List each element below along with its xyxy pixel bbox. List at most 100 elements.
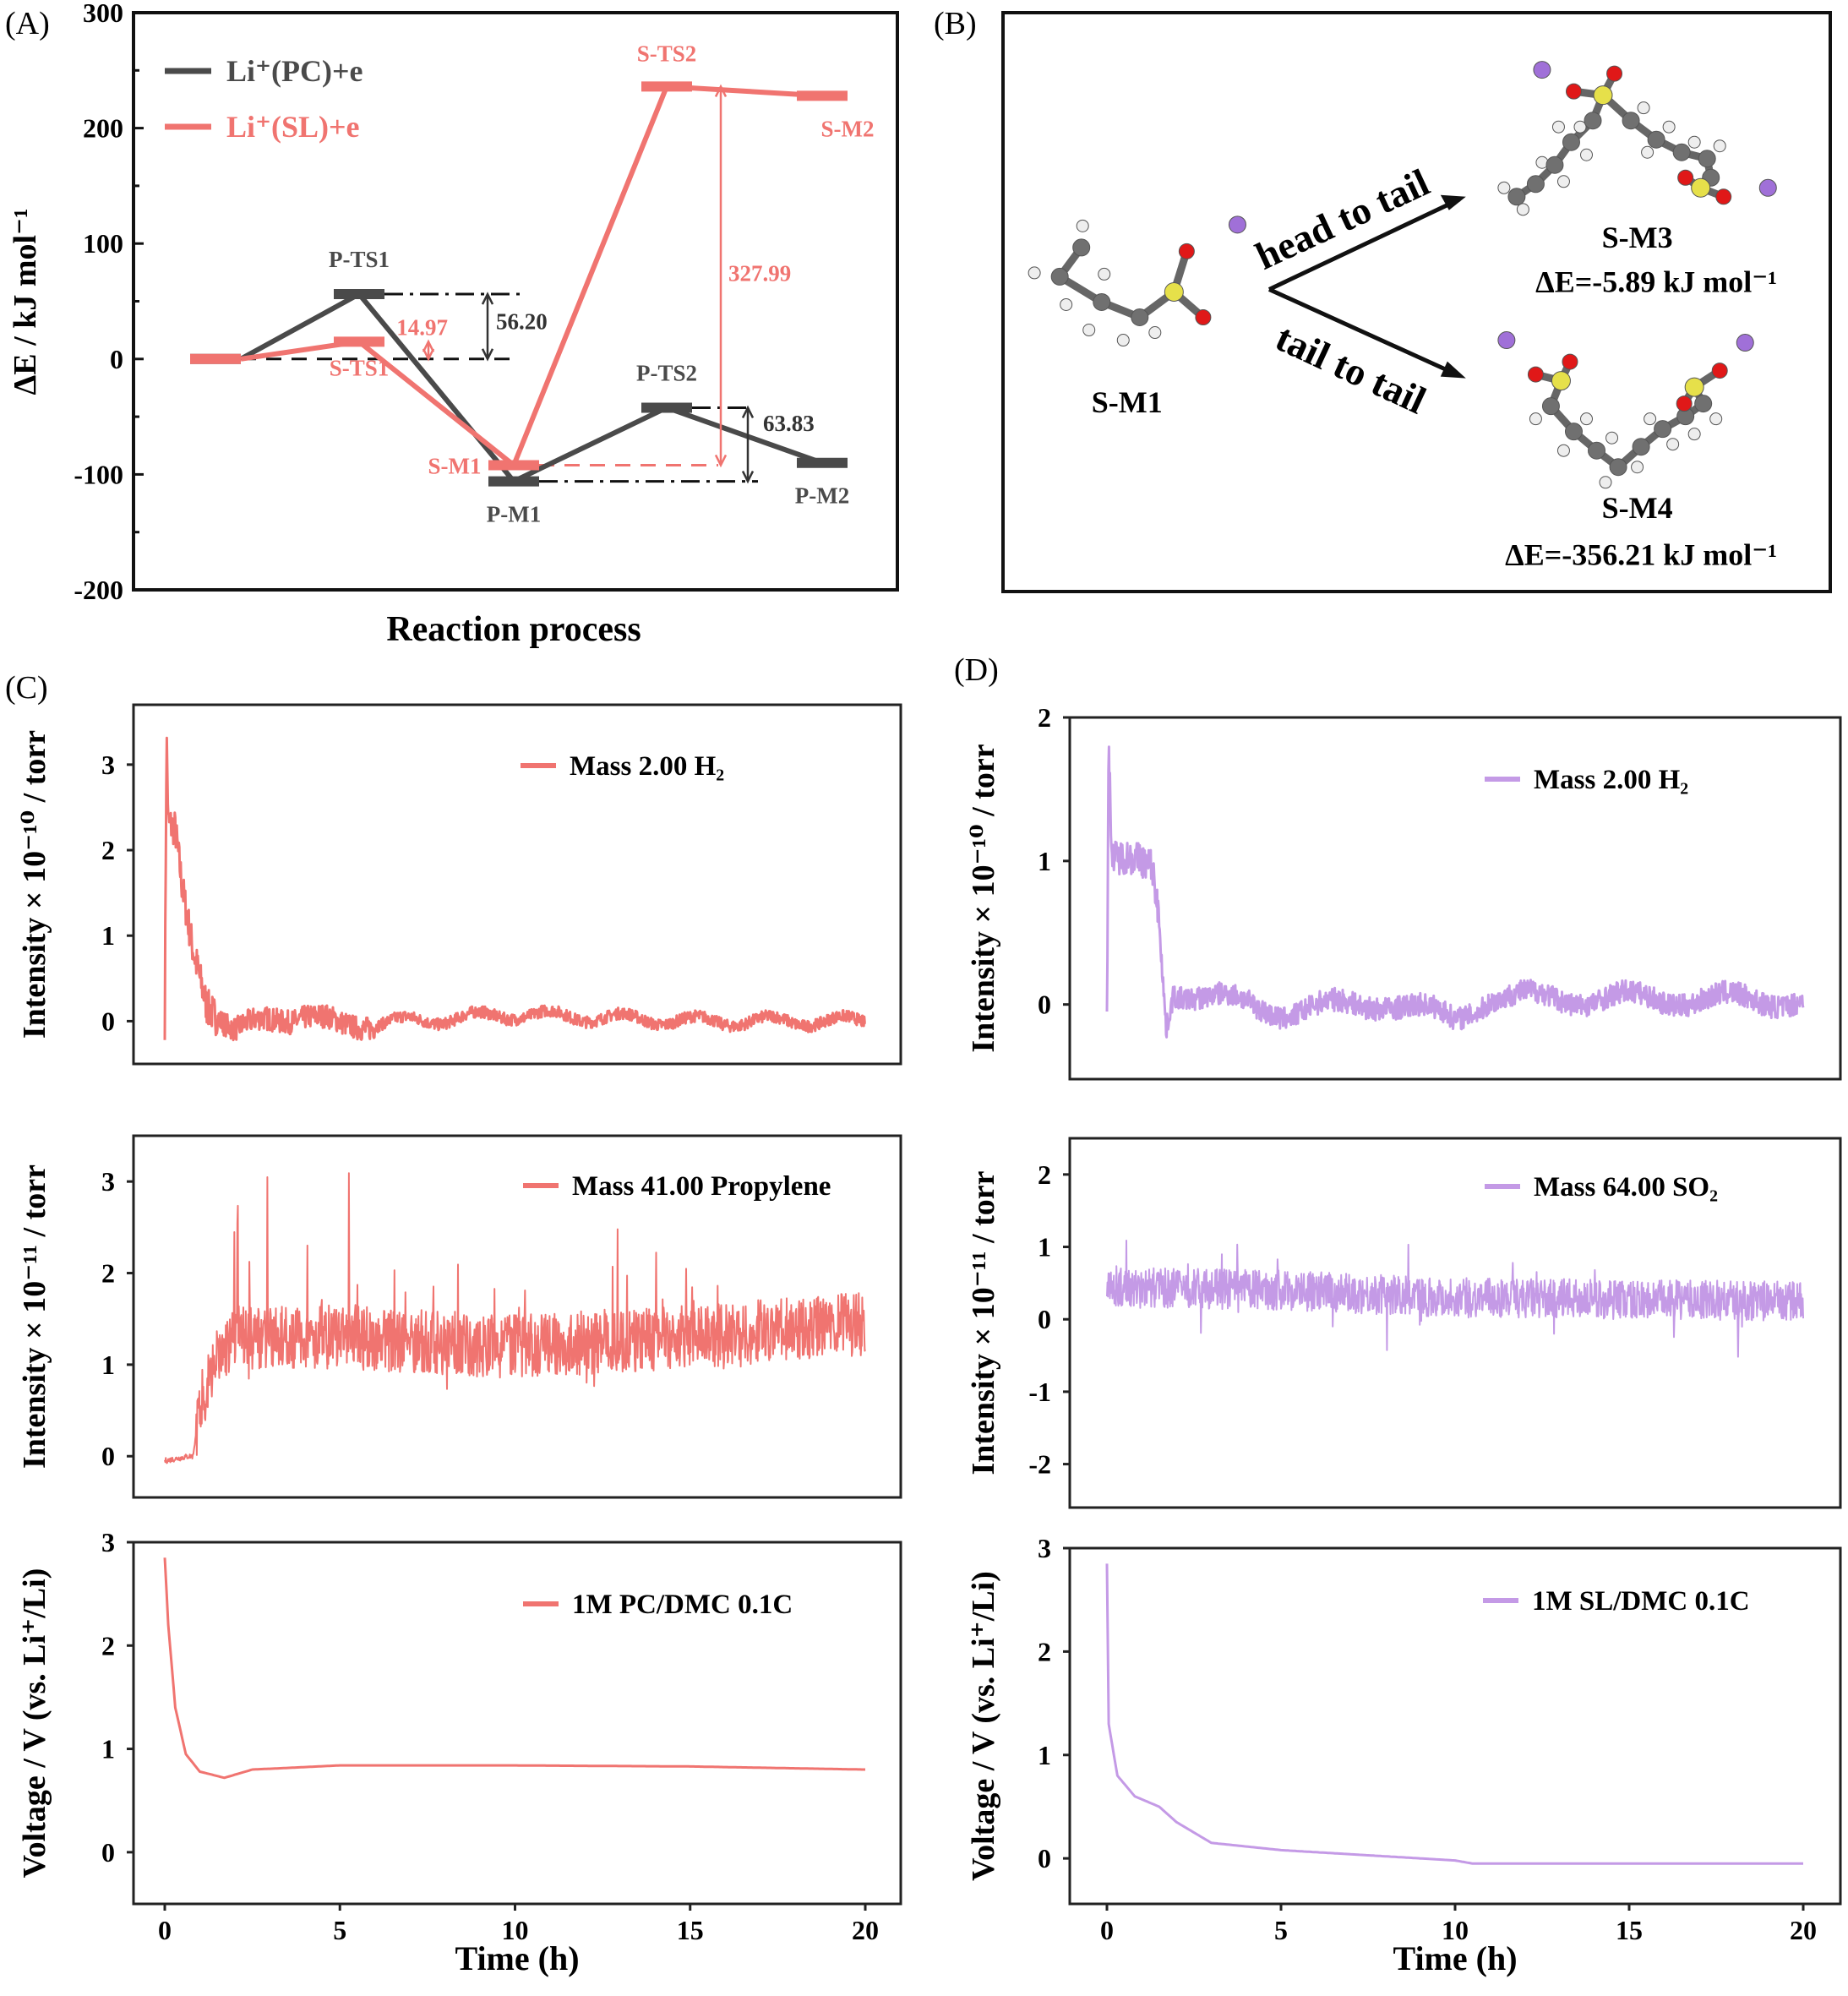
plot-frame	[1068, 1137, 1842, 1509]
plot-frame	[132, 1541, 902, 1906]
y-tick-label: 1	[1038, 1232, 1051, 1262]
y-axis-label: Intensity × 10⁻¹⁰ / torr	[966, 744, 1001, 1052]
atom-o	[1178, 243, 1195, 259]
y-tick-label: 3	[101, 1166, 115, 1197]
y-tick-label: 2	[1038, 702, 1051, 733]
arrow-head	[741, 405, 755, 484]
atom-o	[1711, 363, 1728, 379]
x-tick-label: 10	[502, 1915, 529, 1945]
atom-c	[1647, 130, 1665, 149]
atom-o	[1562, 353, 1578, 370]
atom-s	[1551, 371, 1571, 391]
series-line	[163, 1557, 865, 1780]
path-label-tail-to-tail: tail to tail	[1269, 315, 1432, 422]
panel-label-b: (B)	[934, 6, 977, 41]
atom-h	[1580, 148, 1593, 161]
atom-li	[1736, 334, 1754, 352]
atom-h	[1060, 297, 1073, 311]
product-label-s-m3: S-M3	[1602, 221, 1673, 254]
y-tick-label: 2	[101, 1258, 115, 1289]
level-label: S-M1	[428, 453, 482, 478]
atom-h	[1516, 203, 1529, 216]
chart-4: 0 1 2 Intensity × 10⁻¹⁰ / torr Mass 2.00 H₂	[966, 702, 1842, 1081]
y-axis-label: Intensity × 10⁻¹¹ / torr	[17, 1164, 52, 1469]
molecule-s-m3	[1497, 61, 1777, 216]
legend-label: Mass 64.00 SO₂	[1534, 1172, 1718, 1203]
level-label: P-M2	[795, 483, 849, 509]
atom-c	[1545, 155, 1564, 174]
atom-o	[1606, 65, 1623, 82]
atom-c	[1588, 441, 1606, 460]
atom-s	[1164, 281, 1184, 302]
x-tick-label: 0	[158, 1915, 172, 1945]
atom-h	[1148, 326, 1162, 340]
atom-li	[1533, 61, 1551, 79]
energy-annotation: 327.99	[728, 260, 791, 286]
atom-h	[1644, 412, 1657, 426]
y-tick-label: 1	[1038, 1740, 1051, 1770]
molecule-s-m1	[1028, 215, 1246, 347]
level-label: P-M1	[487, 502, 541, 527]
connector-line	[666, 84, 823, 99]
y-tick-label: 0	[1038, 1304, 1051, 1334]
x-tick-label: 5	[333, 1915, 346, 1945]
y-axis-label: Intensity × 10⁻¹¹ / torr	[966, 1170, 1001, 1475]
energy-diagram: 300 200 100 0 -100 -200 ΔE / kJ mol⁻¹ Reaction …	[8, 0, 899, 649]
x-tick-label: 5	[1274, 1915, 1288, 1945]
y-tick-label: 200	[83, 113, 123, 144]
legend-label: Mass 2.00 H₂	[1534, 765, 1688, 795]
x-tick-label: 20	[852, 1915, 879, 1945]
x-tick-label: 20	[1790, 1915, 1817, 1945]
atom-c	[1698, 150, 1716, 168]
atom-h	[1662, 120, 1676, 134]
reaction-arrows	[1267, 197, 1461, 378]
x-tick-label: 15	[677, 1915, 704, 1945]
y-tick-label: 3	[101, 750, 115, 780]
atom-o	[1676, 395, 1693, 412]
connector-line	[239, 292, 361, 362]
legend-label: Li⁺(SL)+e	[226, 110, 360, 144]
atom-c	[1622, 112, 1640, 130]
x-tick-label: 15	[1616, 1915, 1643, 1945]
reaction-scheme: head to tail tail to tail S-M1 S-M3 ΔE=-5.89…	[1001, 11, 1832, 593]
atom-o	[1195, 309, 1212, 325]
y-axis-label: Intensity × 10⁻¹⁰ / torr	[17, 730, 52, 1039]
atom-h	[1098, 267, 1111, 281]
series-line	[1105, 1563, 1803, 1865]
atom-h	[1556, 175, 1570, 188]
y-tick-label: -200	[74, 575, 123, 605]
atom-h	[1713, 139, 1726, 153]
panel-label-d: (D)	[954, 652, 999, 688]
atom-c	[1694, 395, 1713, 413]
atom-li	[1228, 215, 1246, 234]
y-axis-label: Voltage / V (vs. Li⁺/Li)	[17, 1568, 52, 1879]
series-line	[1105, 745, 1805, 1039]
atom-c	[1609, 458, 1627, 477]
legend-label: 1M PC/DMC 0.1C	[572, 1590, 793, 1620]
atom-h	[1599, 476, 1612, 489]
arrow-heads	[1440, 194, 1466, 379]
atom-h	[1666, 438, 1680, 451]
legend-label: 1M SL/DMC 0.1C	[1532, 1586, 1750, 1617]
chart-2: 0 1 2 3 Intensity × 10⁻¹¹ / torr Mass 41.00 P…	[17, 1134, 902, 1499]
connector-line	[512, 405, 668, 484]
level-label: S-TS2	[637, 41, 697, 66]
atom-c	[1526, 175, 1545, 194]
path-label-head-to-tail: head to tail	[1249, 161, 1436, 278]
x-tick-label: 10	[1442, 1915, 1469, 1945]
x-axis-label: Reaction process	[386, 610, 641, 649]
atom-c	[1632, 438, 1650, 456]
arrow-head	[422, 339, 435, 362]
reactant-label: S-M1	[1092, 385, 1163, 419]
y-tick-label: 0	[101, 1837, 115, 1868]
y-tick-label: 0	[1038, 1843, 1051, 1873]
plot-frame	[132, 1134, 902, 1499]
energy-annotation: 14.97	[396, 315, 448, 341]
atom-c	[1072, 238, 1091, 257]
atom-h	[1028, 266, 1041, 280]
atom-h	[1551, 120, 1565, 134]
atom-h	[1709, 412, 1723, 426]
y-tick-label: 3	[101, 1527, 115, 1557]
y-tick-label: 0	[101, 1441, 115, 1471]
y-tick-label: -100	[74, 459, 123, 489]
